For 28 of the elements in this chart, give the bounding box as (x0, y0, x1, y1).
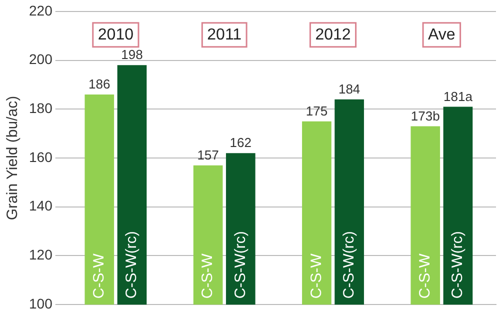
x-tick-label: 2012 (315, 26, 351, 44)
x-tick-label: 2010 (98, 26, 134, 44)
y-tick-label: 220 (29, 2, 53, 18)
y-axis-title: Grain Yield (bu/ac) (4, 96, 22, 220)
text: C-S-W(rc) (449, 231, 466, 299)
y-tick-label: 100 (29, 295, 53, 312)
y-tick-label: 140 (29, 198, 53, 214)
text: C-S-W (199, 254, 216, 299)
data-label: 175 (306, 103, 328, 118)
series-label: C-S-W (90, 252, 108, 299)
x-tick-label: 2011 (207, 26, 242, 44)
y-tick-label: 160 (29, 148, 53, 165)
y-tick-label: 200 (29, 51, 53, 68)
x-tick-label: Ave (428, 26, 456, 44)
data-label: 157 (197, 147, 219, 162)
y-tick-label: 120 (29, 246, 53, 263)
series-label: C-S-W(rc) (123, 231, 140, 299)
text: C-S-W (308, 254, 325, 299)
data-label: 173b (410, 108, 440, 124)
data-label: 186 (88, 76, 110, 92)
y-tick-label: 180 (29, 100, 53, 116)
text: C-S-W(rc) (340, 231, 358, 299)
data-label: 184 (338, 81, 360, 96)
text: C-S-W(rc) (232, 231, 249, 299)
data-label: 198 (121, 47, 143, 62)
text: C-S-W (416, 254, 434, 299)
data-label: 181a (444, 88, 474, 104)
data-label: 162 (230, 135, 252, 150)
